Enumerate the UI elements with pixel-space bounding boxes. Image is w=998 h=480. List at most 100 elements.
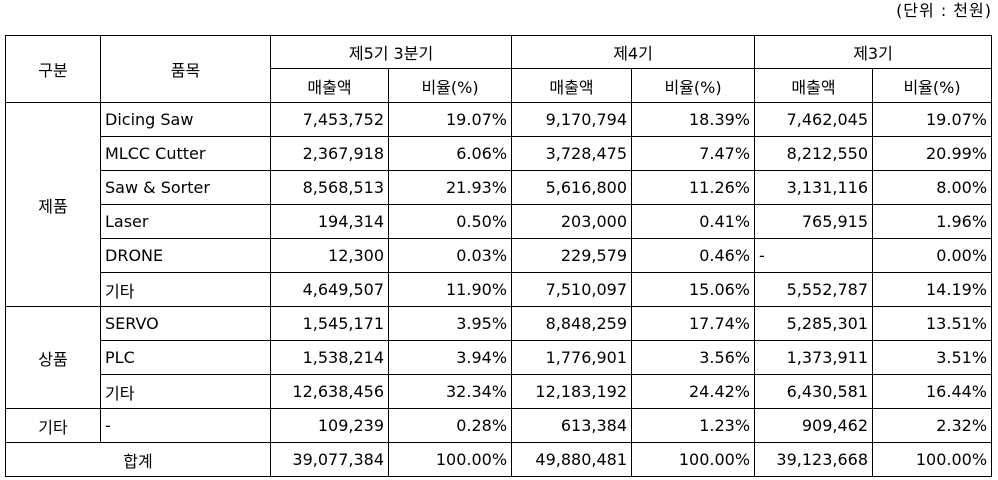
ratio-cell: 19.07% [872,102,993,137]
item-name: DRONE [100,238,271,273]
ratio-cell: 0.28% [387,408,513,443]
header-category: 구분 [5,35,101,103]
sales-cell: 12,300 [270,238,389,273]
sales-cell: 4,649,507 [270,272,389,307]
table-row: PLC 1,538,214 3.94% 1,776,901 3.56% 1,37… [6,340,993,375]
sales-cell: 12,183,192 [511,374,633,409]
total-ratio-cell: 100.00% [631,442,756,477]
ratio-cell: 14.19% [872,272,993,307]
ratio-cell: 0.00% [872,238,993,273]
header-sales: 매출액 [270,68,389,103]
table-row: 기타 - 109,239 0.28% 613,384 1.23% 909,462… [5,408,993,443]
header-period-5q3: 제5기 3분기 [269,35,513,69]
sales-cell: 109,239 [270,408,389,443]
sales-cell: 7,453,752 [270,102,389,137]
ratio-cell: 0.50% [387,204,513,239]
sales-cell: 9,170,794 [511,102,633,137]
ratio-cell: 11.90% [387,272,513,307]
table-row: 기타 4,649,507 11.90% 7,510,097 15.06% 5,5… [6,272,993,307]
ratio-cell: 0.46% [631,238,756,273]
group-label-merchandise: 상품 [5,306,101,409]
sales-cell: 1,373,911 [754,340,874,375]
table-row: Laser 194,314 0.50% 203,000 0.41% 765,91… [6,204,993,239]
sales-cell: 8,212,550 [754,136,874,171]
ratio-cell: 3.56% [631,340,756,375]
total-sales-cell: 49,880,481 [511,442,633,477]
ratio-cell: 17.74% [631,306,756,341]
sales-cell: 909,462 [754,408,874,443]
unit-note: (단위 : 천원) [896,1,992,20]
item-name: - [100,408,271,443]
total-sales-cell: 39,077,384 [270,442,389,477]
sales-cell: 194,314 [270,204,389,239]
header-row-metrics: 매출액 비율(%) 매출액 비율(%) 매출액 비율(%) [6,68,993,103]
table-row: Saw & Sorter 8,568,513 21.93% 5,616,800 … [6,170,993,205]
sales-cell: 7,462,045 [754,102,874,137]
ratio-cell: 19.07% [387,102,513,137]
header-period-3: 제3기 [754,35,993,69]
sales-cell: 613,384 [511,408,633,443]
table-row: 상품 SERVO 1,545,171 3.95% 8,848,259 17.74… [5,306,993,409]
header-period-4: 제4기 [511,35,756,69]
ratio-cell: 15.06% [631,272,756,307]
sales-cell: - [754,238,874,273]
ratio-cell: 32.34% [387,374,513,409]
ratio-cell: 13.51% [872,306,993,341]
ratio-cell: 16.44% [872,374,993,409]
sales-cell: 3,131,116 [754,170,874,205]
ratio-cell: 6.06% [387,136,513,171]
ratio-cell: 3.94% [387,340,513,375]
ratio-cell: 21.93% [387,170,513,205]
sales-cell: 5,552,787 [754,272,874,307]
total-label: 합계 [5,442,271,477]
item-name: Saw & Sorter [100,170,271,205]
item-name: Laser [100,204,271,239]
sales-cell: 6,430,581 [754,374,874,409]
group-label-products: 제품 [5,102,101,307]
ratio-cell: 3.51% [872,340,993,375]
sales-cell: 765,915 [754,204,874,239]
table-row: 제품 Dicing Saw 7,453,752 19.07% 9,170,794… [5,102,993,307]
sales-cell: 8,568,513 [270,170,389,205]
sales-cell: 3,728,475 [511,136,633,171]
ratio-cell: 1.23% [631,408,756,443]
ratio-cell: 1.96% [872,204,993,239]
sales-cell: 2,367,918 [270,136,389,171]
sales-cell: 12,638,456 [270,374,389,409]
sales-table: 구분 품목 제5기 3분기 제4기 제3기 매출액 비율(%) 매출액 비율(%… [5,35,993,477]
header-ratio: 비율(%) [387,68,513,103]
total-ratio-cell: 100.00% [872,442,993,477]
ratio-cell: 3.95% [387,306,513,341]
ratio-cell: 24.42% [631,374,756,409]
sales-cell: 7,510,097 [511,272,633,307]
table-row: MLCC Cutter 2,367,918 6.06% 3,728,475 7.… [6,136,993,171]
item-name: PLC [100,340,271,375]
item-name: Dicing Saw [100,102,271,137]
ratio-cell: 8.00% [872,170,993,205]
total-sales-cell: 39,123,668 [754,442,874,477]
item-name: 기타 [100,272,271,307]
ratio-cell: 7.47% [631,136,756,171]
header-sales: 매출액 [511,68,633,103]
ratio-cell: 0.03% [387,238,513,273]
table-row: 기타 12,638,456 32.34% 12,183,192 24.42% 6… [6,374,993,409]
header-ratio: 비율(%) [872,68,993,103]
group-label-other: 기타 [5,408,101,443]
header-row-periods: 구분 품목 제5기 3분기 제4기 제3기 [5,35,993,103]
ratio-cell: 20.99% [872,136,993,171]
item-name: SERVO [100,306,271,341]
total-row: 합계 39,077,384 100.00% 49,880,481 100.00%… [5,442,993,477]
item-name: MLCC Cutter [100,136,271,171]
item-name: 기타 [100,374,271,409]
ratio-cell: 0.41% [631,204,756,239]
header-item: 품목 [100,35,271,103]
sales-cell: 229,579 [511,238,633,273]
sales-cell: 203,000 [511,204,633,239]
header-ratio: 비율(%) [631,68,756,103]
total-ratio-cell: 100.00% [387,442,513,477]
sales-cell: 5,285,301 [754,306,874,341]
ratio-cell: 11.26% [631,170,756,205]
table-row: DRONE 12,300 0.03% 229,579 0.46% - 0.00% [6,238,993,273]
ratio-cell: 18.39% [631,102,756,137]
sales-cell: 1,545,171 [270,306,389,341]
